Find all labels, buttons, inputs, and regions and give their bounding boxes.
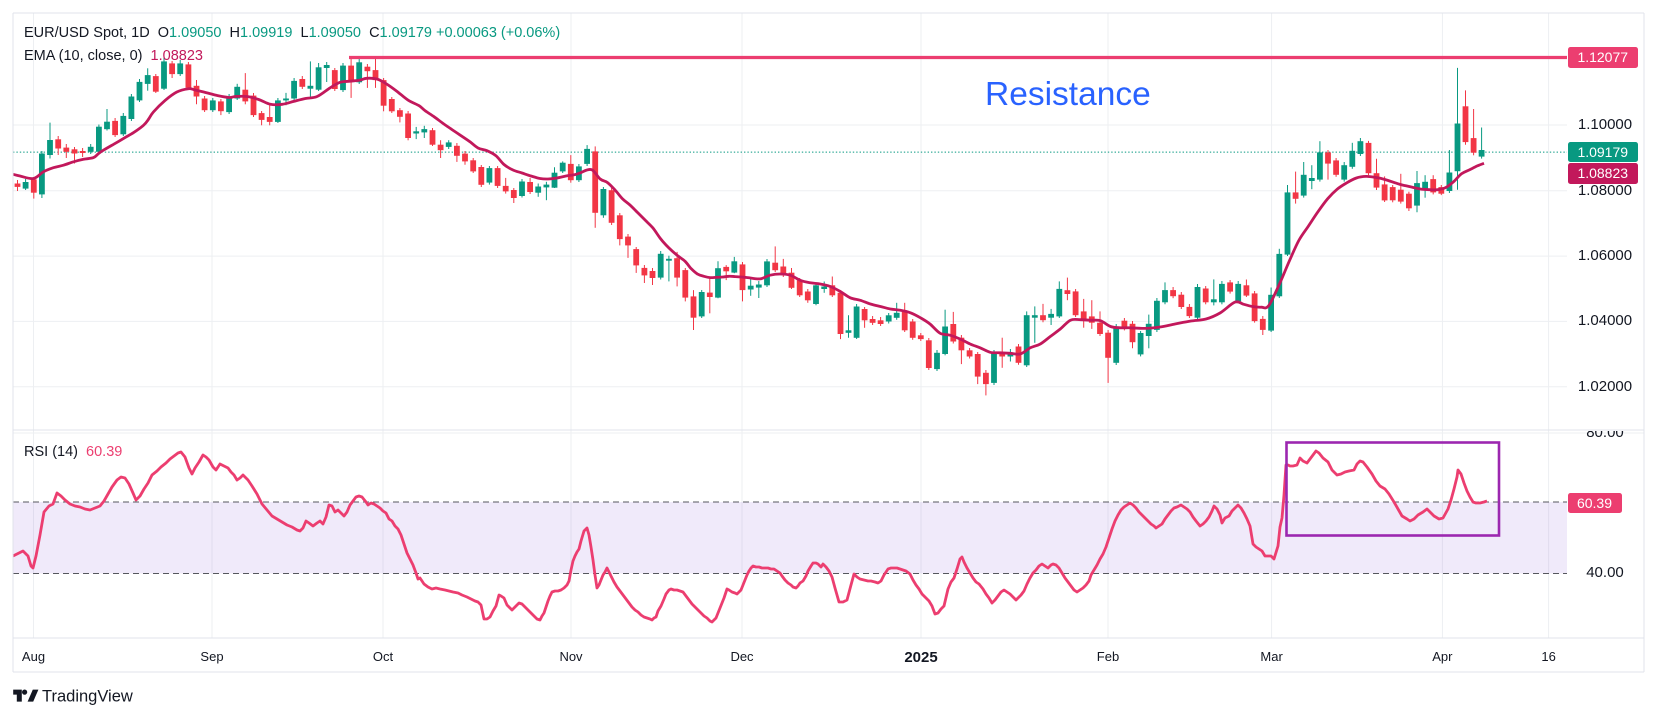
svg-text:TradingView: TradingView [42,688,133,706]
